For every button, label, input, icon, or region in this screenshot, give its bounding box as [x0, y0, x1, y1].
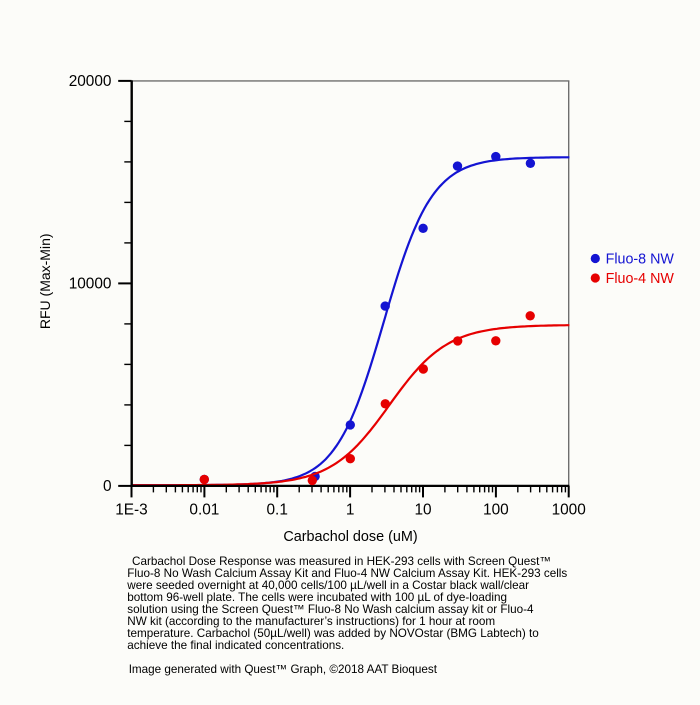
svg-text:Fluo-4 NW: Fluo-4 NW	[606, 271, 675, 287]
svg-text:20000: 20000	[69, 73, 112, 90]
svg-text:RFU (Max-Min): RFU (Max-Min)	[37, 233, 53, 329]
svg-text:0: 0	[103, 478, 112, 495]
svg-text:10: 10	[414, 501, 431, 518]
svg-text:1: 1	[346, 501, 355, 518]
svg-text:100: 100	[483, 501, 509, 518]
svg-text:0.01: 0.01	[189, 501, 219, 518]
svg-text:1E-3: 1E-3	[115, 501, 148, 518]
svg-text:10000: 10000	[69, 276, 112, 293]
svg-text:1000: 1000	[552, 501, 586, 518]
svg-text:0.1: 0.1	[266, 501, 287, 518]
svg-text:Fluo-8 NW: Fluo-8 NW	[606, 252, 675, 268]
svg-text:Carbachol dose (uM): Carbachol dose (uM)	[283, 529, 417, 545]
